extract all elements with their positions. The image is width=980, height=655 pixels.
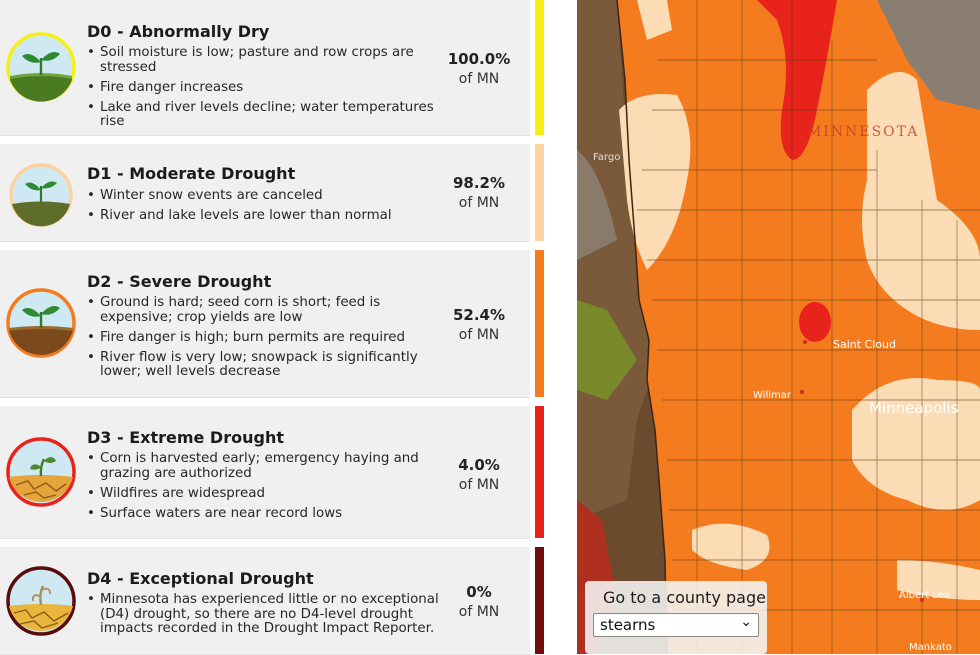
card-title: D4 - Exceptional Drought — [87, 569, 314, 588]
percent-value: 4.0% — [458, 456, 500, 474]
map-label-willmar: Willmar — [753, 390, 792, 401]
impact-item: Soil moisture is low; pasture and row cr… — [87, 45, 447, 75]
percent-of-state: 98.2% of MN — [440, 174, 518, 211]
map-label-saint-cloud: Saint Cloud — [833, 338, 896, 351]
impact-list: Minnesota has experienced little or no e… — [87, 592, 447, 642]
impact-item: Corn is harvested early; emergency hayin… — [87, 451, 447, 481]
drought-map[interactable]: MINNESOTA Saint Cloud Minneapolis Willma… — [577, 0, 980, 654]
card-title: D1 - Moderate Drought — [87, 164, 296, 183]
impact-item: Winter snow events are canceled — [87, 188, 447, 204]
percent-of-state: 52.4% of MN — [440, 306, 518, 343]
impact-item: Surface waters are near record lows — [87, 506, 447, 522]
map-label-minneapolis: Minneapolis — [869, 399, 959, 417]
impact-item: Lake and river levels decline; water tem… — [87, 100, 447, 130]
map-label-minnesota: MINNESOTA — [807, 124, 919, 140]
card-d0: D0 - Abnormally Dry Soil moisture is low… — [0, 0, 544, 136]
impact-item: Fire danger increases — [87, 80, 447, 96]
county-select[interactable]: stearns ⌄ — [593, 613, 759, 637]
percent-of-state: 4.0% of MN — [440, 456, 518, 493]
impact-item: River and lake levels are lower than nor… — [87, 208, 447, 224]
severity-color-strip — [535, 406, 544, 538]
chevron-down-icon: ⌄ — [740, 614, 752, 630]
sprout-healthy-icon — [6, 32, 76, 102]
percent-unit: of MN — [458, 327, 500, 343]
percent-unit: of MN — [458, 71, 500, 87]
impact-item: River flow is very low; snowpack is sign… — [87, 350, 447, 380]
impact-list: Ground is hard; seed corn is short; feed… — [87, 295, 447, 385]
impact-item: Minnesota has experienced little or no e… — [87, 592, 447, 637]
card-title: D2 - Severe Drought — [87, 272, 272, 291]
card-d2: D2 - Severe Drought Ground is hard; seed… — [0, 250, 544, 398]
severity-color-strip — [535, 144, 544, 241]
card-d4: D4 - Exceptional Drought Minnesota has e… — [0, 547, 544, 655]
impact-item: Ground is hard; seed corn is short; feed… — [87, 295, 447, 325]
percent-of-state: 100.0% of MN — [440, 50, 518, 87]
county-selector-label: Go to a county page — [603, 588, 766, 607]
county-select-value: stearns — [600, 616, 656, 634]
map-label-mankato: Mankato — [909, 642, 952, 653]
impact-list: Winter snow events are canceled River an… — [87, 188, 447, 229]
percent-of-state: 0% of MN — [440, 583, 518, 620]
sprout-hard-ground-icon — [6, 288, 76, 358]
drought-legend-panel: D0 - Abnormally Dry Soil moisture is low… — [0, 0, 545, 654]
drought-map-canvas: MINNESOTA Saint Cloud Minneapolis Willma… — [577, 0, 980, 654]
impact-item: Fire danger is high; burn permits are re… — [87, 330, 447, 346]
severity-color-strip — [535, 547, 544, 654]
county-selector-panel: Go to a county page stearns ⌄ — [585, 581, 767, 654]
percent-value: 98.2% — [452, 174, 506, 192]
percent-unit: of MN — [458, 477, 500, 493]
map-label-albert-lea: Albert Lea — [899, 590, 950, 601]
wilting-sprout-cracked-ground-icon — [6, 437, 76, 507]
percent-value: 0% — [466, 583, 492, 601]
percent-value: 52.4% — [452, 306, 506, 324]
severity-color-strip — [535, 250, 544, 397]
map-label-fargo: Fargo — [593, 152, 620, 163]
percent-unit: of MN — [458, 195, 500, 211]
percent-unit: of MN — [458, 604, 500, 620]
sprout-dry-icon — [6, 160, 76, 230]
card-d1: D1 - Moderate Drought Winter snow events… — [0, 144, 544, 242]
card-d3: D3 - Extreme Drought Corn is harvested e… — [0, 406, 544, 539]
impact-list: Soil moisture is low; pasture and row cr… — [87, 45, 447, 135]
severity-color-strip — [535, 0, 544, 135]
card-title: D3 - Extreme Drought — [87, 428, 284, 447]
impact-item: Wildfires are widespread — [87, 486, 447, 502]
card-title: D0 - Abnormally Dry — [87, 22, 270, 41]
dead-sprout-cracked-ground-icon — [6, 566, 76, 636]
percent-value: 100.0% — [447, 50, 511, 68]
impact-list: Corn is harvested early; emergency hayin… — [87, 451, 447, 527]
